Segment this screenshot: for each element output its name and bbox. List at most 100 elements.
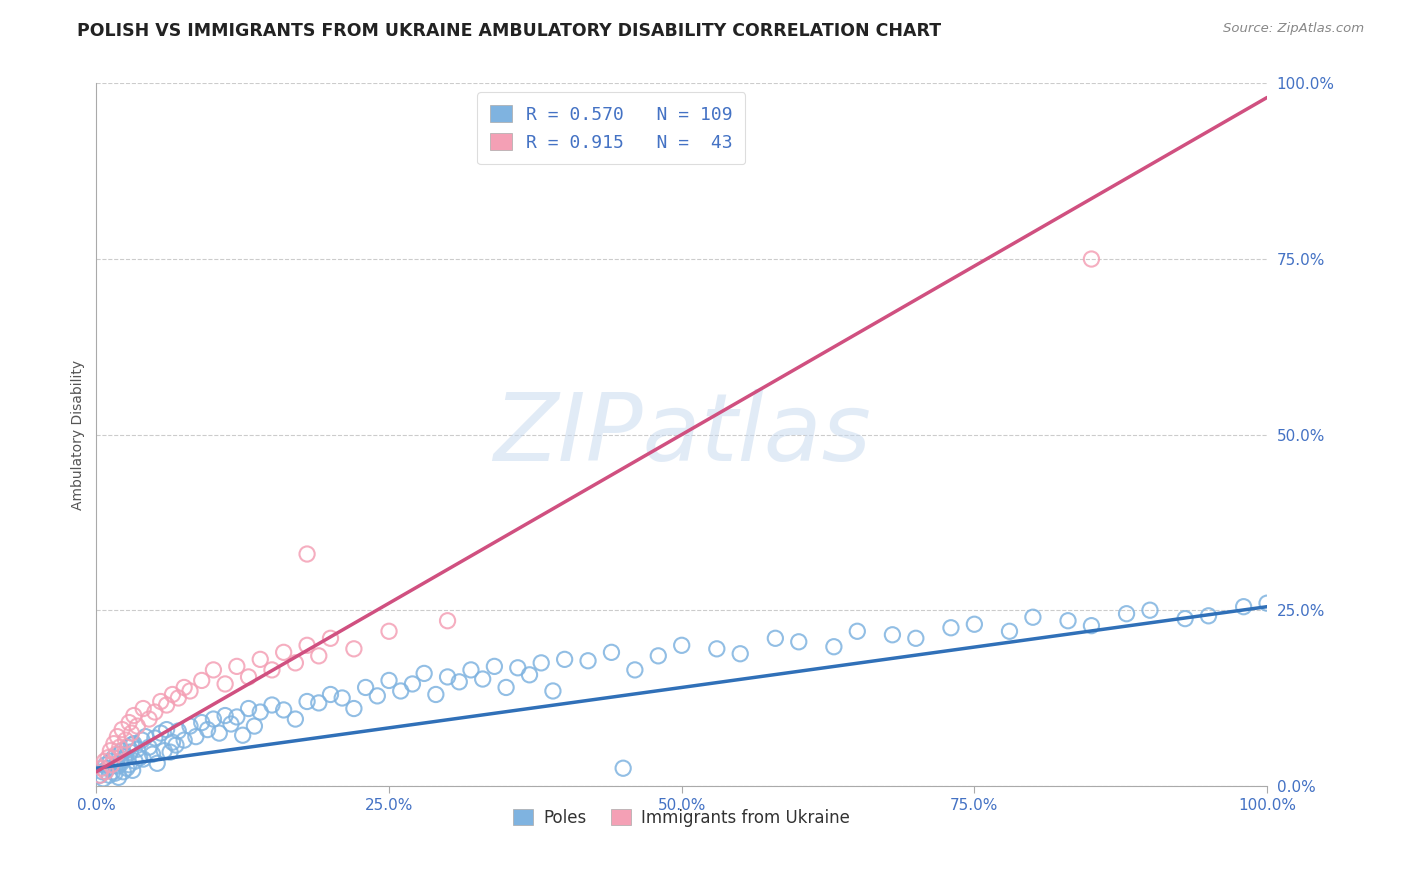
Point bbox=[904, 632, 927, 646]
Point bbox=[121, 738, 143, 752]
Point bbox=[1139, 603, 1161, 617]
Point bbox=[112, 764, 135, 779]
Point bbox=[110, 756, 132, 771]
Point bbox=[94, 757, 117, 772]
Point bbox=[127, 719, 149, 733]
Point bbox=[173, 681, 195, 695]
Point bbox=[389, 684, 412, 698]
Point bbox=[128, 750, 150, 764]
Point bbox=[471, 672, 494, 686]
Point bbox=[131, 733, 153, 747]
Text: Source: ZipAtlas.com: Source: ZipAtlas.com bbox=[1223, 22, 1364, 36]
Point bbox=[295, 694, 318, 708]
Point bbox=[449, 674, 471, 689]
Point bbox=[143, 731, 166, 745]
Point bbox=[91, 761, 114, 775]
Point bbox=[260, 698, 283, 712]
Point bbox=[138, 712, 160, 726]
Point bbox=[132, 752, 155, 766]
Point bbox=[378, 624, 401, 639]
Point bbox=[436, 614, 458, 628]
Y-axis label: Ambulatory Disability: Ambulatory Disability bbox=[72, 359, 86, 509]
Point bbox=[260, 663, 283, 677]
Point bbox=[108, 747, 131, 761]
Point bbox=[225, 710, 247, 724]
Point bbox=[214, 677, 236, 691]
Point bbox=[624, 663, 647, 677]
Point bbox=[939, 621, 962, 635]
Point bbox=[97, 750, 120, 764]
Point bbox=[319, 688, 342, 702]
Point bbox=[93, 772, 115, 786]
Point bbox=[219, 717, 242, 731]
Point bbox=[1256, 596, 1278, 610]
Point bbox=[197, 723, 219, 737]
Point bbox=[378, 673, 401, 688]
Point bbox=[134, 730, 156, 744]
Point bbox=[214, 708, 236, 723]
Point bbox=[153, 744, 176, 758]
Point bbox=[179, 719, 201, 733]
Point bbox=[1057, 614, 1080, 628]
Point bbox=[554, 652, 576, 666]
Point bbox=[671, 638, 693, 652]
Point bbox=[1080, 618, 1102, 632]
Point bbox=[519, 668, 541, 682]
Point bbox=[1080, 252, 1102, 266]
Point bbox=[155, 698, 177, 712]
Point bbox=[103, 750, 125, 764]
Point bbox=[998, 624, 1021, 639]
Point bbox=[111, 723, 134, 737]
Point bbox=[103, 737, 125, 751]
Point bbox=[763, 632, 786, 646]
Point bbox=[330, 691, 353, 706]
Point bbox=[541, 684, 564, 698]
Point bbox=[1174, 612, 1197, 626]
Point bbox=[127, 742, 149, 756]
Point bbox=[124, 754, 146, 768]
Point bbox=[612, 761, 634, 775]
Point bbox=[846, 624, 869, 639]
Point bbox=[284, 656, 307, 670]
Point bbox=[162, 688, 184, 702]
Point bbox=[284, 712, 307, 726]
Point bbox=[882, 628, 904, 642]
Point bbox=[249, 705, 271, 719]
Point bbox=[1115, 607, 1137, 621]
Point bbox=[117, 740, 139, 755]
Point bbox=[149, 694, 172, 708]
Point bbox=[114, 749, 136, 764]
Point bbox=[173, 733, 195, 747]
Point bbox=[295, 547, 318, 561]
Point bbox=[165, 738, 187, 752]
Point bbox=[114, 733, 136, 747]
Point bbox=[101, 764, 124, 779]
Point bbox=[273, 703, 295, 717]
Point bbox=[1022, 610, 1045, 624]
Point bbox=[143, 705, 166, 719]
Point bbox=[122, 708, 145, 723]
Point bbox=[97, 761, 120, 775]
Point bbox=[105, 747, 128, 761]
Point bbox=[115, 761, 138, 775]
Point bbox=[706, 641, 728, 656]
Point bbox=[460, 663, 482, 677]
Point bbox=[93, 754, 115, 768]
Point bbox=[190, 673, 212, 688]
Point bbox=[100, 757, 122, 772]
Point bbox=[647, 648, 669, 663]
Point bbox=[600, 645, 623, 659]
Point bbox=[91, 764, 114, 779]
Point bbox=[343, 701, 366, 715]
Point bbox=[107, 759, 129, 773]
Point bbox=[100, 744, 122, 758]
Point bbox=[167, 724, 190, 739]
Point bbox=[141, 747, 163, 761]
Point bbox=[823, 640, 845, 654]
Point bbox=[249, 652, 271, 666]
Point bbox=[484, 659, 506, 673]
Point bbox=[225, 659, 247, 673]
Point bbox=[149, 726, 172, 740]
Point bbox=[100, 754, 122, 768]
Point bbox=[114, 752, 136, 766]
